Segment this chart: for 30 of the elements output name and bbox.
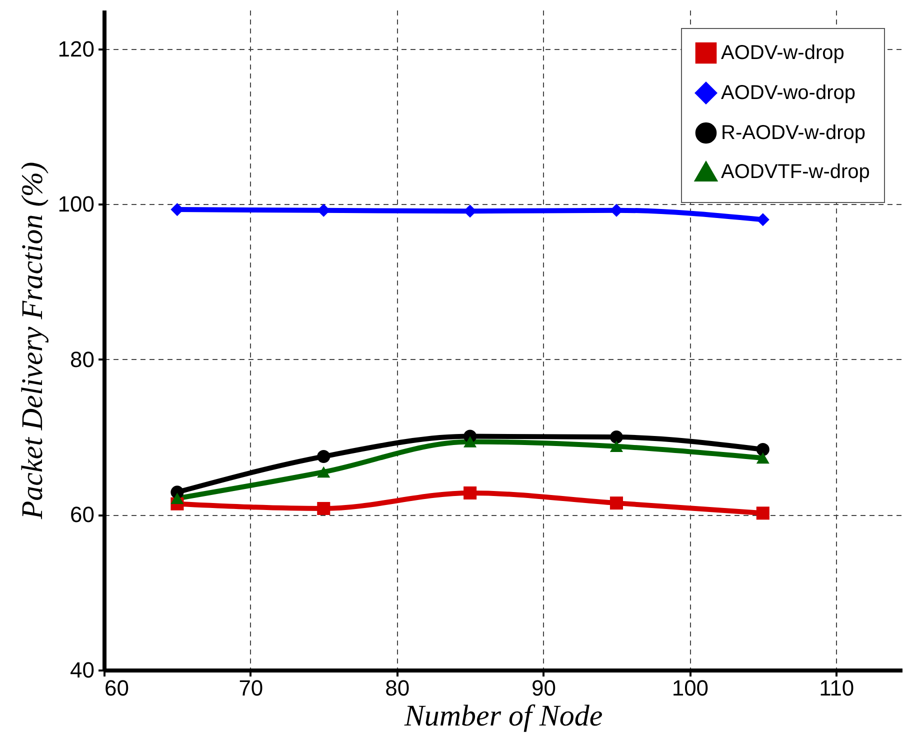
x-axis-title: Number of Node [403,700,603,732]
x-tick-label: 110 [819,676,854,700]
legend-label: R-AODV-w-drop [721,122,866,144]
y-tick-label: 120 [58,36,94,62]
point [464,436,477,448]
point [317,450,330,463]
x-tick-label: 100 [672,676,709,700]
point [756,506,770,520]
legend-label: AODV-wo-drop [721,82,856,104]
point [610,430,623,444]
x-tick-label: 70 [238,676,264,700]
point [464,486,477,500]
x-tick-label: 80 [385,676,410,700]
x-tick-label: 90 [532,676,556,700]
point [756,442,770,456]
point [610,496,623,510]
legend-label: AODVTF-w-drop [721,161,870,183]
y-tick-label: 80 [70,346,94,372]
y-tick-label: 60 [70,502,94,528]
x-tick-label: 60 [104,676,129,700]
point [756,452,770,464]
point [170,492,184,504]
legend-label: AODV-w-drop [721,42,844,64]
y-tick-label: 100 [58,192,94,217]
point [317,502,330,516]
y-axis-title: Packet Delivery Fraction (%) [16,162,49,520]
point [610,440,623,452]
point [756,213,770,226]
y-tick-label: 40 [70,658,94,682]
point [317,466,330,478]
